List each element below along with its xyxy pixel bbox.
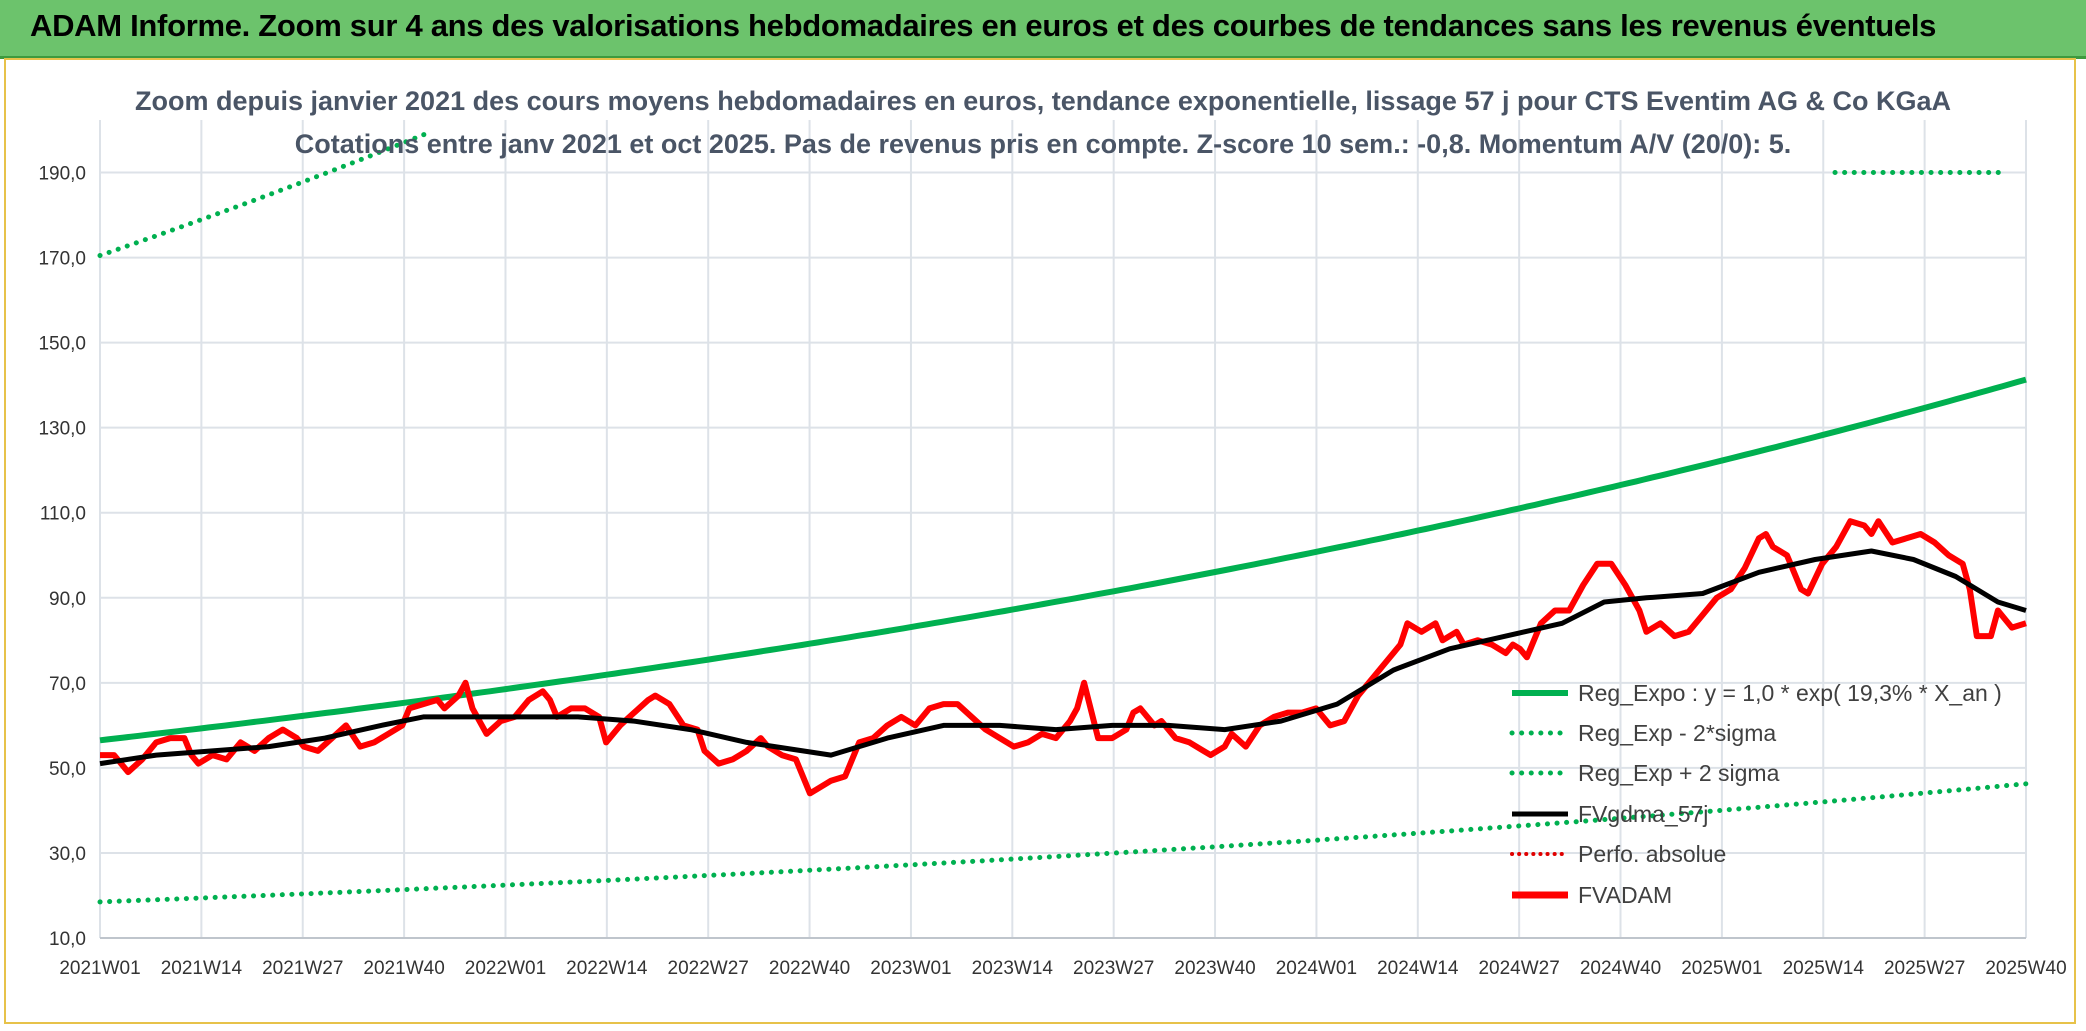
upper-band-line (97, 130, 430, 258)
x-tick-label: 2021W40 (363, 958, 444, 979)
legend: Reg_Expo : y = 1,0 * exp( 19,3% * X_an )… (1509, 680, 2002, 908)
x-tick-label: 2025W14 (1783, 958, 1865, 979)
x-tick-label: 2021W14 (161, 958, 243, 979)
y-tick-label: 30,0 (49, 844, 86, 865)
lower-band-line (97, 781, 2029, 905)
x-tick-label: 2025W27 (1884, 958, 1965, 979)
x-tick-label: 2022W14 (566, 958, 648, 979)
y-tick-label: 110,0 (40, 504, 86, 525)
x-tick-label: 2024W01 (1276, 958, 1357, 979)
series-layer (97, 130, 2029, 905)
legend-label-lower-band: Reg_Exp - 2*sigma (1578, 720, 1776, 746)
legend-label-trend: Reg_Expo : y = 1,0 * exp( 19,3% * X_an ) (1578, 680, 2002, 706)
plot-border (4, 58, 2076, 1024)
legend-label-upper-band: Reg_Exp + 2 sigma (1578, 760, 1780, 786)
y-tick-label: 70,0 (49, 674, 86, 695)
y-tick-label: 170,0 (38, 249, 86, 270)
trend-line (99, 376, 2027, 744)
x-tick-label: 2021W27 (262, 958, 343, 979)
y-tick-label: 50,0 (49, 759, 86, 780)
x-tick-label: 2023W14 (972, 958, 1054, 979)
x-axis-ticks: 2021W01 2021W14 2021W27 2021W40 2022W01 2022W… (59, 958, 2066, 979)
x-tick-label: 2024W27 (1478, 958, 1559, 979)
y-axis-ticks: 10,0 30,0 50,0 70,0 90,0 110,0 130,0 150,0 170,0… (38, 164, 86, 950)
chart-title: Zoom depuis janvier 2021 des cours moyen… (135, 86, 1951, 116)
y-tick-label: 150,0 (38, 334, 86, 355)
y-tick-label: 90,0 (49, 589, 86, 610)
chart-subtitle: Cotations entre janv 2021 et oct 2025. P… (295, 129, 1792, 159)
page-title: ADAM Informe. Zoom sur 4 ans des valoris… (30, 8, 1937, 43)
price-series-line (100, 518, 2027, 797)
x-tick-label: 2025W01 (1681, 958, 1762, 979)
grid (99, 120, 2027, 939)
header-banner: ADAM Informe. Zoom sur 4 ans des valoris… (0, 0, 2086, 59)
moving-average-line (99, 548, 2027, 767)
legend-label-perfo: Perfo. absolue (1578, 841, 1726, 867)
x-tick-label: 2023W27 (1073, 958, 1154, 979)
legend-label-price: FVADAM (1578, 882, 1672, 908)
x-tick-label: 2022W27 (668, 958, 749, 979)
y-tick-label: 130,0 (38, 419, 86, 440)
x-tick-label: 2023W40 (1174, 958, 1255, 979)
x-tick-label: 2023W01 (870, 958, 951, 979)
x-tick-label: 2021W01 (59, 958, 140, 979)
x-tick-label: 2022W40 (769, 958, 850, 979)
x-tick-label: 2024W14 (1377, 958, 1459, 979)
x-tick-label: 2025W40 (1985, 958, 2066, 979)
x-tick-label: 2022W01 (465, 958, 546, 979)
y-tick-label: 10,0 (49, 929, 86, 950)
x-tick-label: 2024W40 (1580, 958, 1661, 979)
y-tick-label: 190,0 (38, 164, 86, 185)
legend-label-moving-average: FVgdma_57j (1578, 801, 1708, 827)
